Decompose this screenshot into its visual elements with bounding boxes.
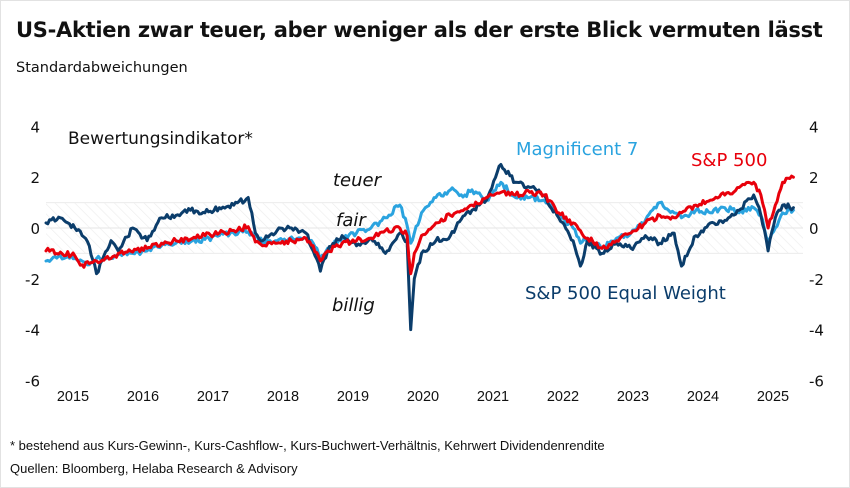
x-tick-label: 2016 [127,389,159,405]
y-tick-left: 0 [30,220,40,238]
x-tick-label: 2019 [337,389,369,405]
x-tick-label: 2020 [407,389,439,405]
y-tick-right: 0 [809,220,819,238]
x-tick-label: 2015 [57,389,89,405]
series-line-s-p-500-equal-weight [44,163,795,332]
x-tick-label: 2022 [547,389,579,405]
y-tick-left: 2 [30,169,40,187]
x-tick-label: 2018 [267,389,299,405]
sources: Quellen: Bloomberg, Helaba Research & Ad… [10,461,298,476]
y-tick-left: 4 [30,118,40,136]
x-tick-label: 2017 [197,389,229,405]
y-tick-left: -2 [25,271,40,289]
annotation-fair: fair [336,210,367,231]
y-tick-right: -4 [809,322,824,340]
y-tick-right: 4 [809,118,819,136]
chart-title: US-Aktien zwar teuer, aber weniger als d… [16,18,823,42]
chart-subtitle: Standardabweichungen [16,60,188,76]
annotation-billig: billig [332,295,375,316]
y-tick-right: -6 [809,372,824,390]
legend-magnificent-7: Magnificent 7 [516,139,638,160]
legend-sp500: S&P 500 [691,150,767,171]
legend-sp500-equal-weight: S&P 500 Equal Weight [525,283,726,304]
y-tick-right: 2 [809,169,819,187]
y-tick-right: -2 [809,271,824,289]
indicator-label: Bewertungsindikator* [68,129,253,149]
y-tick-left: -6 [25,372,40,390]
y-tick-left: -4 [25,322,40,340]
series-line-s-p-500 [44,174,795,276]
x-tick-label: 2021 [477,389,509,405]
annotation-teuer: teuer [333,170,383,191]
footnote: * bestehend aus Kurs-Gewinn-, Kurs-Cashf… [10,438,605,453]
x-tick-label: 2025 [757,389,789,405]
x-tick-label: 2023 [617,389,649,405]
x-tick-label: 2024 [687,389,719,405]
